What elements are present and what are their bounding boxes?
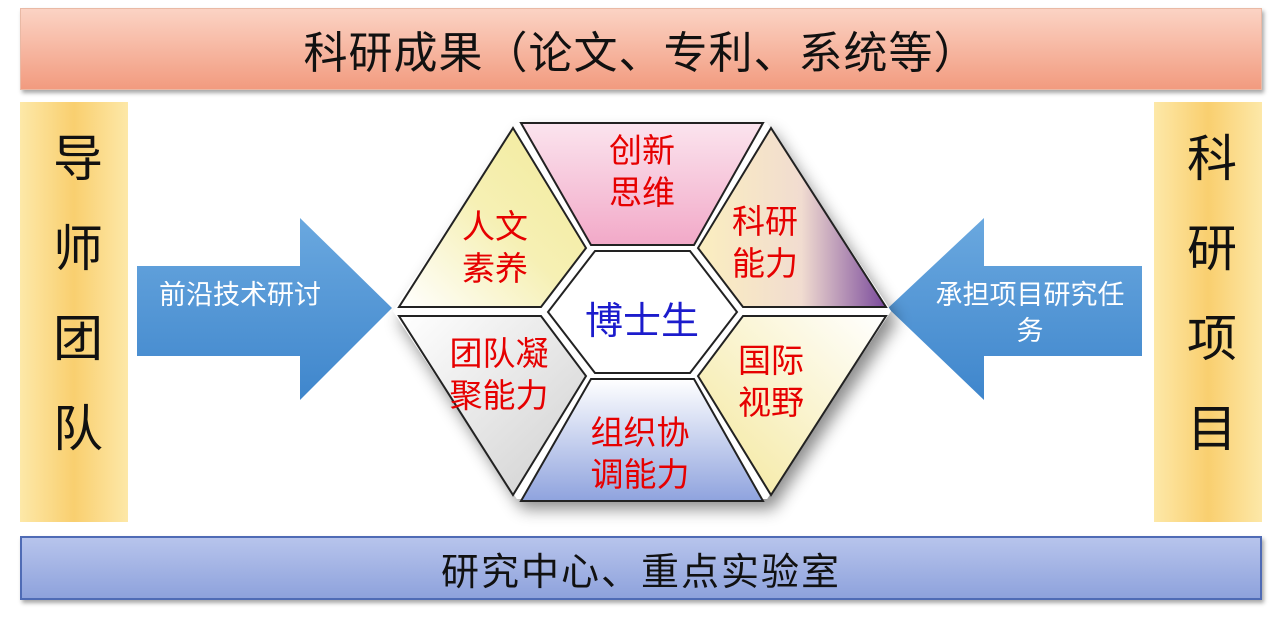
segment-upper-left-label: 人文素养 — [462, 207, 528, 288]
segment-lower-right — [696, 315, 888, 497]
segment-bottom — [519, 378, 765, 502]
top-banner-text: 科研成果（论文、专利、系统等） — [303, 28, 979, 79]
right-arrow-label: 承担项目研究任务 — [930, 278, 1130, 350]
right-panel: 科研项目 — [1154, 102, 1262, 522]
left-panel: 导师团队 — [20, 102, 128, 522]
segment-lower-left — [397, 315, 588, 497]
left-arrow-label: 前沿技术研讨 — [140, 278, 340, 314]
left-arrow-shape — [137, 218, 392, 400]
right-arrow-shape — [888, 218, 1142, 400]
segment-lower-left-label: 团队凝聚能力 — [449, 334, 549, 415]
right-panel-text: 科研项目 — [1179, 132, 1237, 492]
center-hexagon — [546, 250, 739, 374]
segment-upper-right — [696, 126, 888, 308]
segment-upper-right-label: 科研能力 — [732, 202, 798, 283]
center-label: 博士生 — [584, 299, 699, 343]
segment-upper-left — [397, 126, 588, 308]
bottom-banner: 研究中心、重点实验室 — [20, 536, 1262, 600]
right-arrow-text: 承担项目研究任务 — [935, 280, 1125, 347]
segment-top — [519, 122, 765, 246]
bottom-banner-text: 研究中心、重点实验室 — [440, 549, 841, 594]
segment-lower-right-label: 国际视野 — [738, 341, 804, 422]
left-panel-text: 导师团队 — [45, 132, 103, 492]
left-arrow-text: 前沿技术研讨 — [159, 280, 321, 311]
top-banner: 科研成果（论文、专利、系统等） — [20, 8, 1262, 90]
segment-top-label: 创新思维 — [609, 131, 675, 212]
segment-bottom-label: 组织协调能力 — [590, 413, 690, 494]
